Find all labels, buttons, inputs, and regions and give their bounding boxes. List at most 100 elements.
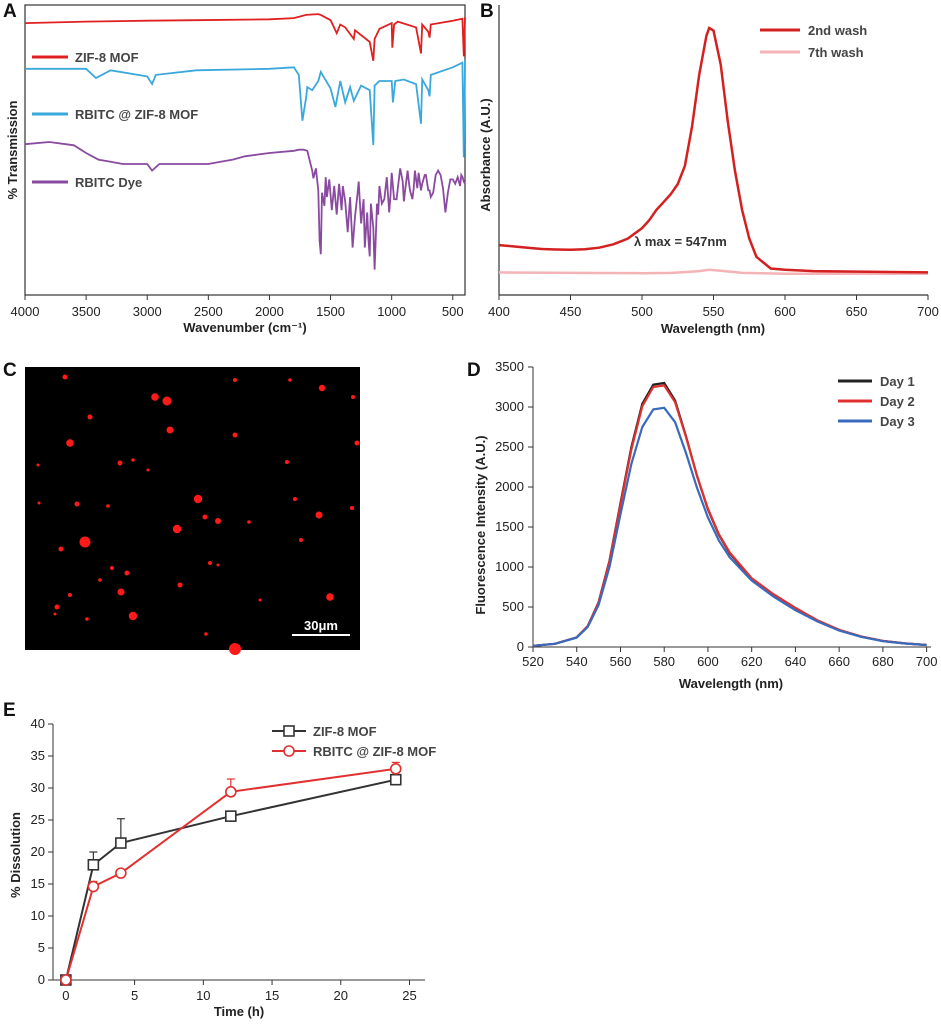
series-line-zif8	[64, 778, 397, 981]
fluorescent-particle	[162, 396, 172, 406]
fluorescent-particle	[85, 617, 89, 621]
fluorescent-particle	[62, 374, 68, 380]
fluorescent-particle	[37, 501, 41, 505]
panel-e-ytick-label: 40	[31, 716, 45, 731]
panel-e-xtick-label: 20	[334, 988, 348, 1003]
fluorescent-particle	[74, 501, 80, 507]
legend-label-zif8-e: ZIF-8 MOF	[313, 724, 377, 739]
fluorescent-particle	[131, 458, 135, 462]
fluorescent-particle	[202, 514, 208, 520]
series-line-2nd-wash	[498, 26, 929, 274]
panel-b-xlabel: Wavelength (nm)	[661, 321, 765, 336]
panel-e-xtick-label: 5	[131, 988, 138, 1003]
panel-a-ftir-chart: 4000 3500 3000 2500 2000 1500 1000 500 Wavenumb…	[5, 4, 466, 335]
fluorescent-particle	[232, 432, 238, 438]
panel-d-xtick-label: 620	[741, 654, 763, 669]
panel-d-xtick-label: 640	[785, 654, 807, 669]
fluorescent-particle	[350, 506, 354, 510]
panel-d-ytick-label: 3000	[495, 399, 524, 414]
panel-d-xtick-label: 520	[522, 654, 544, 669]
fluorescent-particle	[58, 546, 64, 552]
panel-e-xtick-label: 10	[196, 988, 210, 1003]
fluorescent-particle	[258, 598, 262, 602]
legend-label-day1: Day 1	[880, 374, 915, 389]
series-line-7th-wash	[498, 268, 928, 275]
data-point-zif8	[115, 837, 127, 849]
panel-e-ytick-label: 10	[31, 908, 45, 923]
panel-label-a: A	[3, 1, 17, 22]
legend-label-7th-wash: 7th wash	[808, 45, 864, 60]
data-point-rbitc-zif8	[60, 974, 72, 986]
fluorescent-particle	[208, 561, 212, 565]
legend-label-2nd-wash: 2nd wash	[808, 23, 867, 38]
panel-b-xtick-label: 700	[917, 304, 939, 319]
panel-d-xtick-label: 580	[653, 654, 675, 669]
panel-e-ytick-label: 20	[31, 844, 45, 859]
panel-e-legend: ZIF-8 MOF RBITC @ ZIF-8 MOF	[272, 724, 436, 759]
panel-d-ytick-label: 3500	[495, 359, 524, 374]
fluorescent-particle	[285, 460, 289, 464]
panel-b-absorbance-chart: 400 450 500 550 600 650 700 λ max = 547nm Wave…	[478, 5, 939, 336]
fluorescent-particle	[166, 426, 174, 434]
fluorescent-particle	[66, 439, 74, 447]
panel-d-ytick-label: 1500	[495, 519, 524, 534]
legend-label-rbitc-e: RBITC @ ZIF-8 MOF	[313, 744, 436, 759]
data-point-zif8	[225, 810, 237, 822]
fluorescent-particle	[68, 593, 72, 597]
panel-b-ylabel: Absorbance (A.U.)	[478, 98, 493, 211]
legend-label-day3: Day 3	[880, 414, 915, 429]
fluorescent-particle	[351, 395, 355, 399]
data-point-zif8	[87, 858, 100, 871]
legend-label-day2: Day 2	[880, 394, 915, 409]
fluorescent-particle	[53, 612, 57, 616]
panel-e-xtick-label: 25	[402, 988, 416, 1003]
panel-e-xtick-label: 15	[265, 988, 279, 1003]
panel-b-xtick-label: 650	[846, 304, 868, 319]
fluorescent-particle	[215, 518, 221, 524]
legend-marker-circle	[283, 745, 295, 757]
panel-e-ytick-label: 0	[38, 972, 45, 987]
series-line-day3	[532, 406, 927, 647]
panel-a-ylabel: % Transmission	[5, 100, 20, 199]
panel-d-legend: Day 1 Day 2 Day 3	[838, 374, 915, 429]
fluorescent-particle	[110, 566, 114, 570]
fluorescent-particle	[117, 588, 125, 596]
panel-b-xtick-label: 500	[631, 304, 653, 319]
panel-a-xlabel: Wavenumber (cm⁻¹)	[183, 320, 306, 335]
panel-a-xtick-label: 1500	[316, 304, 345, 319]
panel-label-b: B	[480, 1, 494, 22]
fluorescent-particle	[172, 524, 182, 534]
fluorescent-particle	[79, 536, 91, 548]
panel-e-xlabel: Time (h)	[214, 1004, 264, 1019]
fluorescent-particle	[216, 563, 220, 567]
panel-a-xtick-label: 3500	[72, 304, 101, 319]
panel-e-xtick-label: 0	[62, 988, 69, 1003]
fluorescent-particle	[326, 593, 334, 601]
panel-a-xtick-label: 3000	[133, 304, 162, 319]
fluorescent-particle	[151, 393, 159, 401]
fluorescent-particle	[36, 463, 40, 467]
data-point-rbitc-zif8	[389, 762, 402, 775]
panel-a-legend: ZIF-8 MOF RBITC @ ZIF-8 MOF RBITC Dye	[32, 50, 198, 190]
legend-marker-square	[283, 725, 295, 737]
legend-label-zif8: ZIF-8 MOF	[75, 50, 139, 65]
panel-a-xtick-label: 1000	[377, 304, 406, 319]
scale-bar-label: 30μm	[304, 618, 338, 633]
fluorescent-particle	[318, 384, 326, 392]
panel-c-micrograph: 30μm	[25, 367, 360, 655]
panel-d-xtick-label: 680	[872, 654, 894, 669]
panel-a-frame	[24, 4, 466, 296]
fluorescent-particle	[233, 378, 237, 382]
fluorescent-particle	[193, 494, 203, 504]
panel-d-xlabel: Wavelength (nm)	[679, 676, 783, 691]
fluorescent-particle	[106, 504, 110, 508]
panel-d-ylabel: Fluorescence Intensity (A.U.)	[473, 435, 488, 614]
panel-d-xtick-label: 560	[610, 654, 632, 669]
panel-label-d: D	[467, 360, 481, 381]
panel-label-c: C	[3, 360, 17, 381]
panel-e-ytick-label: 30	[31, 780, 45, 795]
fluorescent-particle	[54, 604, 60, 610]
panel-b-xtick-label: 400	[488, 304, 510, 319]
fluorescent-particle	[288, 378, 292, 382]
